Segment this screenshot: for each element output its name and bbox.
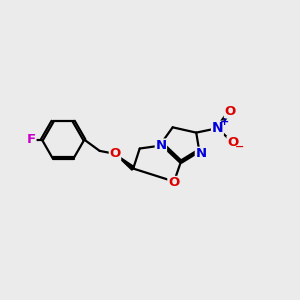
Text: N: N [195,147,206,160]
Text: +: + [220,117,230,127]
Text: −: − [235,142,244,152]
Text: N: N [212,121,223,135]
Text: O: O [168,176,179,190]
Text: F: F [27,133,36,146]
Text: O: O [224,105,236,118]
Text: N: N [155,139,167,152]
Text: O: O [109,147,121,160]
Polygon shape [115,154,134,170]
Text: O: O [227,136,238,149]
